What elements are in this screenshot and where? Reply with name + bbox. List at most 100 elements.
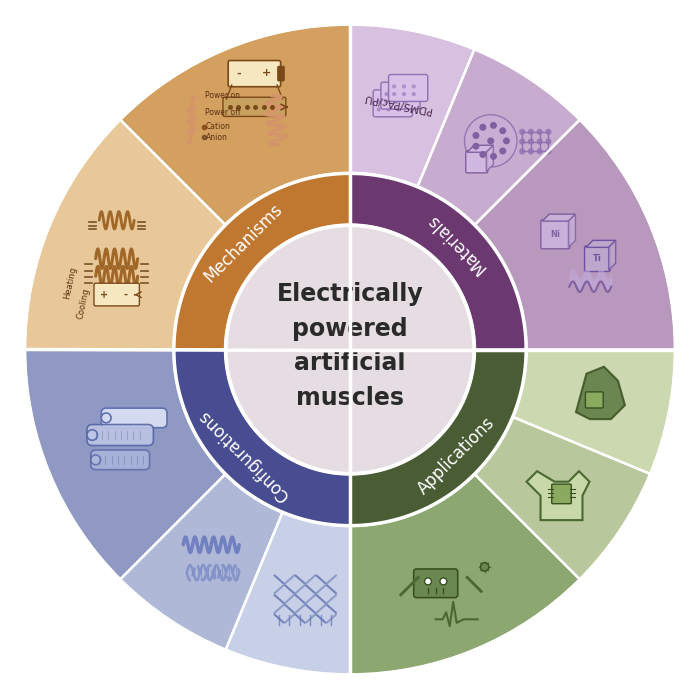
FancyBboxPatch shape <box>381 82 420 109</box>
FancyBboxPatch shape <box>94 283 139 306</box>
Circle shape <box>503 138 510 145</box>
Text: Configurations: Configurations <box>195 407 293 505</box>
Circle shape <box>528 138 534 145</box>
Text: -: - <box>123 289 127 300</box>
Circle shape <box>473 143 480 150</box>
Circle shape <box>519 138 525 145</box>
FancyBboxPatch shape <box>414 569 458 598</box>
Polygon shape <box>350 174 526 350</box>
FancyBboxPatch shape <box>228 61 281 87</box>
Polygon shape <box>475 120 675 350</box>
FancyBboxPatch shape <box>541 219 570 249</box>
Circle shape <box>392 92 396 96</box>
Text: Applications: Applications <box>414 414 498 498</box>
Text: Materials: Materials <box>423 210 489 277</box>
Circle shape <box>480 151 486 158</box>
FancyBboxPatch shape <box>389 75 428 101</box>
Circle shape <box>480 563 489 571</box>
Polygon shape <box>576 367 625 419</box>
Circle shape <box>536 129 542 135</box>
Circle shape <box>394 92 398 96</box>
FancyBboxPatch shape <box>87 424 153 445</box>
Polygon shape <box>417 49 580 224</box>
Circle shape <box>545 148 552 154</box>
Circle shape <box>404 100 408 104</box>
Circle shape <box>536 138 542 145</box>
Circle shape <box>384 100 388 104</box>
Circle shape <box>465 115 517 167</box>
Text: -: - <box>237 69 241 78</box>
Text: Power on: Power on <box>206 91 241 100</box>
Circle shape <box>91 455 101 465</box>
Circle shape <box>528 129 534 135</box>
Text: +: + <box>100 289 108 300</box>
Polygon shape <box>350 350 526 525</box>
Text: Heating: Heating <box>62 266 78 300</box>
Polygon shape <box>542 214 575 221</box>
Polygon shape <box>350 475 580 675</box>
FancyBboxPatch shape <box>585 392 603 408</box>
FancyBboxPatch shape <box>584 246 610 271</box>
Text: Power off: Power off <box>206 108 241 117</box>
Circle shape <box>499 127 506 134</box>
Polygon shape <box>120 475 283 650</box>
Circle shape <box>102 413 111 423</box>
Circle shape <box>412 92 416 96</box>
Text: Cation: Cation <box>206 122 230 131</box>
Circle shape <box>386 108 391 112</box>
Polygon shape <box>467 145 494 152</box>
Circle shape <box>87 430 97 440</box>
Circle shape <box>440 578 447 585</box>
Circle shape <box>490 153 497 160</box>
Circle shape <box>490 122 497 129</box>
Circle shape <box>425 578 431 585</box>
Text: Ti: Ti <box>593 254 602 264</box>
FancyBboxPatch shape <box>552 484 571 504</box>
Polygon shape <box>609 240 615 270</box>
Circle shape <box>402 85 406 89</box>
Circle shape <box>384 92 388 96</box>
Text: Mechanisms: Mechanisms <box>201 201 286 286</box>
Polygon shape <box>25 350 225 579</box>
Circle shape <box>545 138 552 145</box>
Circle shape <box>480 124 486 131</box>
Circle shape <box>473 132 480 139</box>
Polygon shape <box>475 417 650 579</box>
Circle shape <box>528 148 534 154</box>
Circle shape <box>396 100 400 104</box>
Circle shape <box>226 225 474 474</box>
FancyBboxPatch shape <box>373 90 412 117</box>
Text: Anion: Anion <box>206 133 228 142</box>
FancyBboxPatch shape <box>102 408 167 428</box>
Circle shape <box>392 85 396 89</box>
Polygon shape <box>225 512 350 675</box>
FancyBboxPatch shape <box>91 450 150 470</box>
Circle shape <box>412 85 416 89</box>
FancyBboxPatch shape <box>277 66 285 82</box>
Circle shape <box>377 108 381 112</box>
Circle shape <box>487 138 494 145</box>
Circle shape <box>519 148 525 154</box>
Polygon shape <box>174 174 350 350</box>
Polygon shape <box>526 471 589 520</box>
Circle shape <box>386 100 391 104</box>
Circle shape <box>394 100 398 104</box>
Circle shape <box>402 92 406 96</box>
Text: +: + <box>262 69 272 78</box>
FancyBboxPatch shape <box>223 97 286 117</box>
Circle shape <box>499 147 506 154</box>
Circle shape <box>545 129 552 135</box>
Circle shape <box>396 108 400 112</box>
Text: Ni: Ni <box>550 230 561 239</box>
Polygon shape <box>513 350 675 474</box>
FancyBboxPatch shape <box>466 151 488 173</box>
Circle shape <box>536 148 542 154</box>
Text: Cooling: Cooling <box>76 287 91 320</box>
Polygon shape <box>25 120 225 350</box>
Polygon shape <box>350 24 475 187</box>
Polygon shape <box>120 24 350 224</box>
Circle shape <box>404 92 408 96</box>
Text: Electrically
powered
artificial
muscles: Electrically powered artificial muscles <box>276 282 424 410</box>
Circle shape <box>377 100 381 104</box>
Circle shape <box>519 129 525 135</box>
